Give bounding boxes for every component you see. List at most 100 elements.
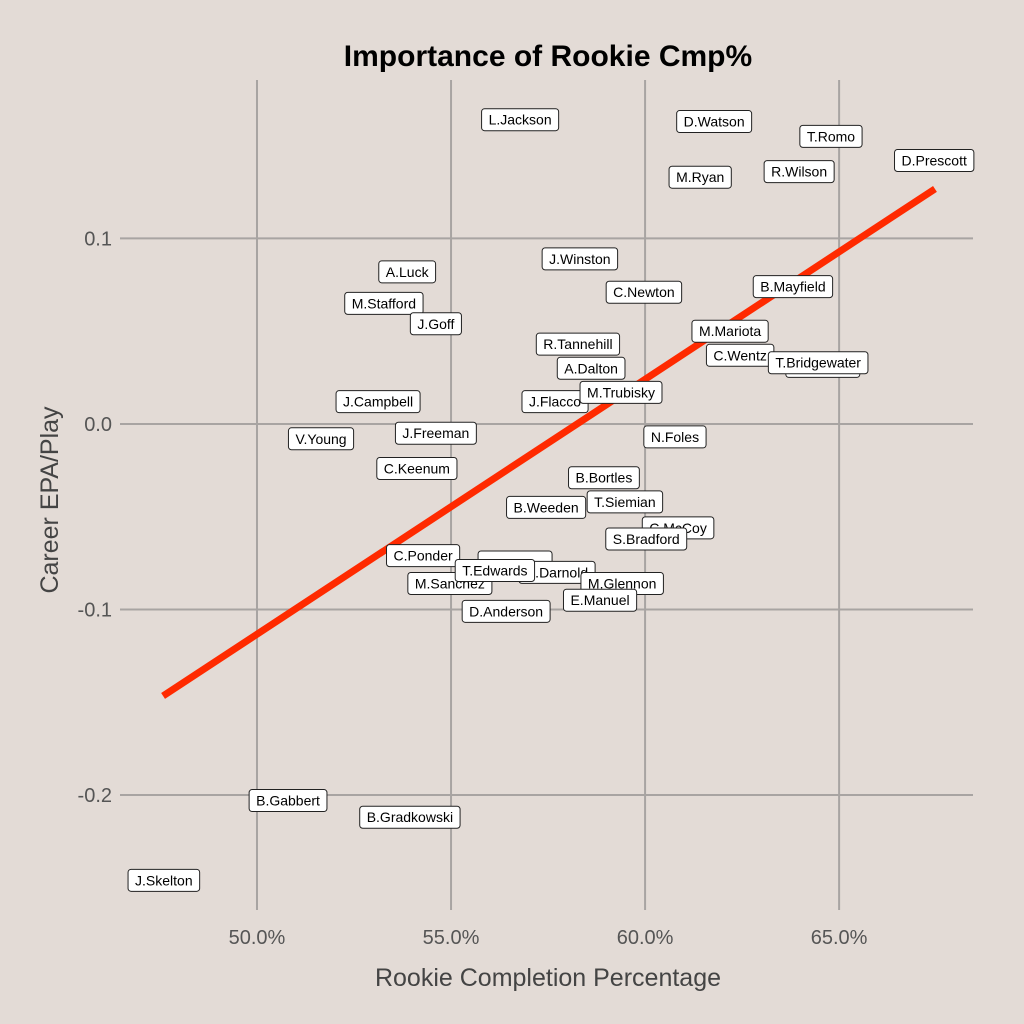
point-label: M.Stafford	[344, 291, 424, 315]
label-box	[579, 380, 663, 404]
point-label: L.Jackson	[481, 108, 560, 132]
label-box	[359, 805, 461, 829]
label-text: R.Tannehill	[543, 336, 612, 352]
point-label: T.Siemian	[586, 490, 664, 514]
label-text: J.Flacco	[529, 394, 581, 410]
y-tick-label: -0.1	[78, 599, 112, 621]
label-text: L.Jackson	[489, 112, 552, 128]
x-tick-label: 60.0%	[617, 927, 674, 949]
label-box	[668, 165, 732, 189]
point-label: M.Mariota	[691, 319, 769, 343]
label-text: B.Gabbert	[256, 793, 320, 809]
label-text: J.Goff	[417, 316, 454, 332]
label-box	[378, 260, 437, 284]
chart-title: Importance of Rookie Cmp%	[344, 40, 752, 73]
label-text: D.Prescott	[902, 153, 967, 169]
label-box	[556, 356, 626, 380]
point-label: T.Romo	[799, 124, 863, 148]
label-text: J.Campbell	[343, 394, 413, 410]
label-text: A.Dalton	[564, 360, 618, 376]
point-label: D.Watson	[676, 110, 753, 134]
point-label: J.Flacco	[521, 390, 589, 414]
point-label: S.Bradford	[605, 527, 688, 551]
label-text: T.Bridgewater	[775, 355, 861, 371]
x-axis-label: Rookie Completion Percentage	[375, 964, 721, 992]
point-label: A.Dalton	[556, 356, 626, 380]
label-box	[376, 456, 458, 480]
point-label: C.Keenum	[376, 456, 458, 480]
label-text: B.Bortles	[576, 470, 633, 486]
label-text: T.Edwards	[462, 563, 527, 579]
label-text: D.Watson	[684, 114, 745, 130]
label-text: S.Darnold	[526, 564, 588, 580]
label-text: C.Ponder	[394, 548, 453, 564]
label-text: T.Romo	[807, 128, 855, 144]
point-label: T.Edwards	[454, 559, 536, 583]
label-box	[568, 466, 640, 490]
label-text: M.Mariota	[699, 323, 761, 339]
label-box	[535, 332, 621, 356]
tick-labels: 50.0% 55.0% 60.0% 65.0% 0.1 0.0 -0.1 -0.2	[78, 228, 868, 949]
point-label: C.Wentz	[705, 343, 775, 367]
point-label: S.Darnold	[518, 560, 596, 584]
label-box	[409, 312, 462, 336]
point-label: J.Goff	[409, 312, 462, 336]
x-tick-label: 50.0%	[229, 927, 286, 949]
point-label: J.Skelton	[127, 868, 201, 892]
point-label: J.Freeman	[394, 421, 477, 445]
point-label: B.Bortles	[568, 466, 640, 490]
label-box	[752, 275, 834, 299]
label-text: M.Stafford	[352, 295, 416, 311]
label-box	[454, 559, 536, 583]
label-text: M.Trubisky	[587, 384, 655, 400]
label-box	[643, 425, 707, 449]
point-label: D.Prescott	[894, 149, 975, 173]
point-label: C.Ponder	[386, 544, 461, 568]
label-text: J.Freeman	[402, 425, 469, 441]
label-box	[676, 110, 753, 134]
label-text: C.Newton	[613, 284, 674, 300]
label-text: M.Glennon	[588, 575, 656, 591]
label-text: E.Manuel	[570, 592, 629, 608]
label-text: B.Mayfield	[760, 279, 825, 295]
label-box	[248, 789, 328, 813]
point-label: E.Manuel	[562, 588, 638, 612]
label-box	[461, 599, 551, 623]
trend-line	[161, 185, 937, 699]
label-text: J.Winston	[549, 251, 610, 267]
point-label: C.Newton	[605, 280, 683, 304]
label-box	[481, 108, 560, 132]
label-box	[799, 124, 863, 148]
point-labels: L.Jackson D.Watson T.Romo D.Prescott M.Ryan R…	[127, 108, 975, 892]
point-label: R.Tannehill	[535, 332, 621, 356]
point-label: B.Mayfield	[752, 275, 834, 299]
x-tick-label: 55.0%	[423, 927, 480, 949]
trend-line-layer	[161, 185, 937, 699]
point-label: B.Weeden	[506, 495, 587, 519]
label-text: B.Weeden	[514, 499, 579, 515]
y-axis-label: Career EPA/Play	[36, 406, 64, 594]
label-text: C.Wentz	[713, 347, 766, 363]
point-label: J.Winston	[541, 247, 619, 271]
label-box	[605, 527, 688, 551]
point-label: M.Ryan	[668, 165, 732, 189]
label-text: N.Foles	[651, 429, 699, 445]
label-text: A.Luck	[386, 264, 430, 280]
point-label: A.Luck	[378, 260, 437, 284]
point-label: D.Anderson	[461, 599, 551, 623]
label-box	[394, 421, 477, 445]
label-text: B.Gradkowski	[367, 809, 453, 825]
y-tick-label: 0.1	[84, 228, 112, 250]
label-text: T.Siemian	[594, 494, 655, 510]
point-label: T.Bridgewater	[767, 351, 869, 375]
label-text: V.Young	[295, 431, 346, 447]
label-text: M.Ryan	[676, 169, 724, 185]
point-label: N.Foles	[643, 425, 707, 449]
label-box	[127, 868, 201, 892]
point-label: B.Gabbert	[248, 789, 328, 813]
label-text: S.Bradford	[613, 531, 680, 547]
label-box	[335, 390, 421, 414]
label-box	[767, 351, 869, 375]
label-text: D.Anderson	[469, 603, 543, 619]
